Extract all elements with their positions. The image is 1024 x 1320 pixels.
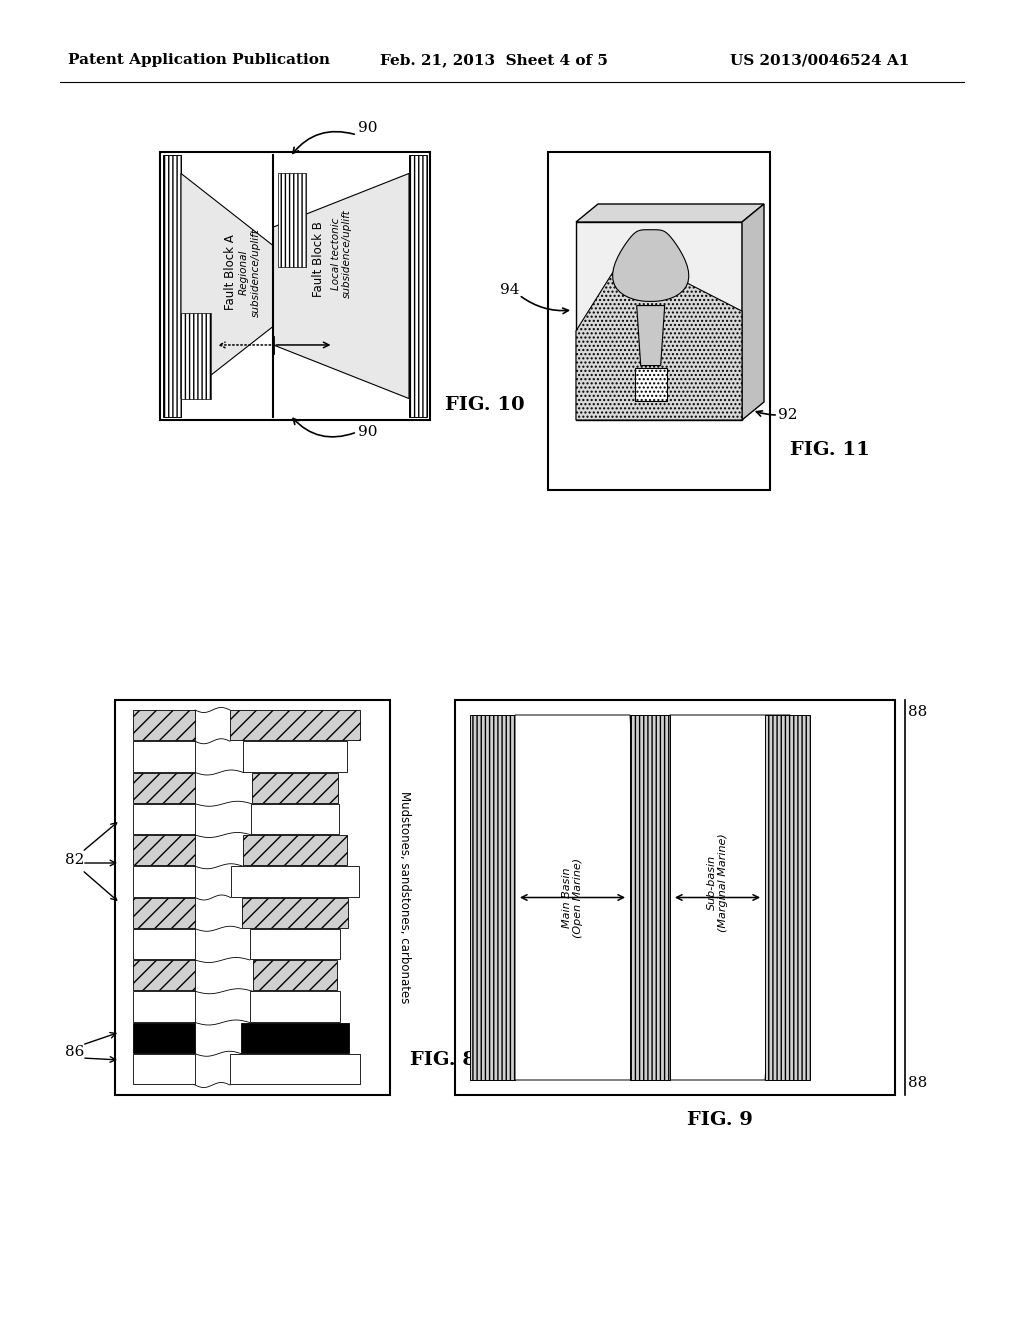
- Bar: [133, 960, 195, 990]
- Text: US 2013/0046524 A1: US 2013/0046524 A1: [730, 53, 909, 67]
- Bar: [244, 742, 346, 771]
- Text: 90: 90: [358, 425, 378, 440]
- Bar: [133, 836, 195, 865]
- Bar: [133, 742, 195, 771]
- Bar: [252, 772, 338, 803]
- Polygon shape: [637, 305, 665, 366]
- Bar: [230, 1053, 360, 1084]
- Bar: [115, 700, 390, 1096]
- Text: Main Basin
(Open Marine): Main Basin (Open Marine): [562, 858, 584, 937]
- Text: FIG. 8: FIG. 8: [410, 1051, 476, 1069]
- Bar: [630, 715, 670, 1080]
- Text: Local tectonic
subsidence/uplift: Local tectonic subsidence/uplift: [331, 210, 352, 298]
- Bar: [548, 152, 770, 490]
- Polygon shape: [612, 230, 689, 301]
- Text: 88: 88: [908, 1076, 928, 1090]
- Polygon shape: [575, 205, 764, 222]
- Bar: [252, 804, 339, 834]
- Text: 88: 88: [908, 705, 928, 719]
- Text: 90: 90: [358, 121, 378, 135]
- Bar: [133, 898, 195, 928]
- Bar: [279, 173, 306, 267]
- Bar: [160, 152, 430, 420]
- Bar: [133, 772, 195, 803]
- Bar: [133, 1023, 195, 1053]
- Text: 82: 82: [65, 853, 84, 867]
- Text: FIG. 9: FIG. 9: [687, 1111, 753, 1129]
- Text: Sub-basin
(Marginal Marine): Sub-basin (Marginal Marine): [707, 833, 728, 932]
- Bar: [253, 960, 337, 990]
- Text: Regional
subsidence/uplift: Regional subsidence/uplift: [240, 228, 261, 317]
- Polygon shape: [273, 173, 409, 399]
- Bar: [133, 1053, 195, 1084]
- Bar: [230, 866, 359, 896]
- Bar: [243, 836, 347, 865]
- Polygon shape: [181, 173, 273, 399]
- Bar: [133, 991, 195, 1022]
- Text: FIG. 11: FIG. 11: [790, 441, 869, 459]
- Bar: [242, 1023, 349, 1053]
- Bar: [133, 804, 195, 834]
- Bar: [181, 313, 211, 399]
- Text: 92: 92: [778, 408, 798, 422]
- Polygon shape: [670, 715, 790, 1080]
- Polygon shape: [515, 715, 650, 1080]
- Text: Fault Block B: Fault Block B: [312, 222, 325, 297]
- Polygon shape: [635, 367, 667, 400]
- Bar: [470, 715, 515, 1080]
- Polygon shape: [575, 252, 742, 420]
- Text: 86: 86: [65, 1045, 84, 1059]
- Bar: [455, 700, 895, 1096]
- Bar: [133, 866, 195, 896]
- Bar: [230, 710, 360, 741]
- Bar: [133, 929, 195, 960]
- Text: Patent Application Publication: Patent Application Publication: [68, 53, 330, 67]
- Bar: [250, 991, 340, 1022]
- Text: Feb. 21, 2013  Sheet 4 of 5: Feb. 21, 2013 Sheet 4 of 5: [380, 53, 608, 67]
- Polygon shape: [742, 205, 764, 420]
- Text: Mudstones, sandstones, carbonates: Mudstones, sandstones, carbonates: [398, 791, 411, 1003]
- Bar: [765, 715, 810, 1080]
- Bar: [133, 710, 195, 741]
- Text: FIG. 10: FIG. 10: [445, 396, 524, 414]
- Text: Fault Block A: Fault Block A: [223, 235, 237, 310]
- Bar: [163, 154, 181, 417]
- Bar: [250, 929, 340, 960]
- Text: 94: 94: [500, 282, 519, 297]
- Bar: [575, 222, 742, 420]
- Bar: [409, 154, 427, 417]
- Bar: [242, 898, 348, 928]
